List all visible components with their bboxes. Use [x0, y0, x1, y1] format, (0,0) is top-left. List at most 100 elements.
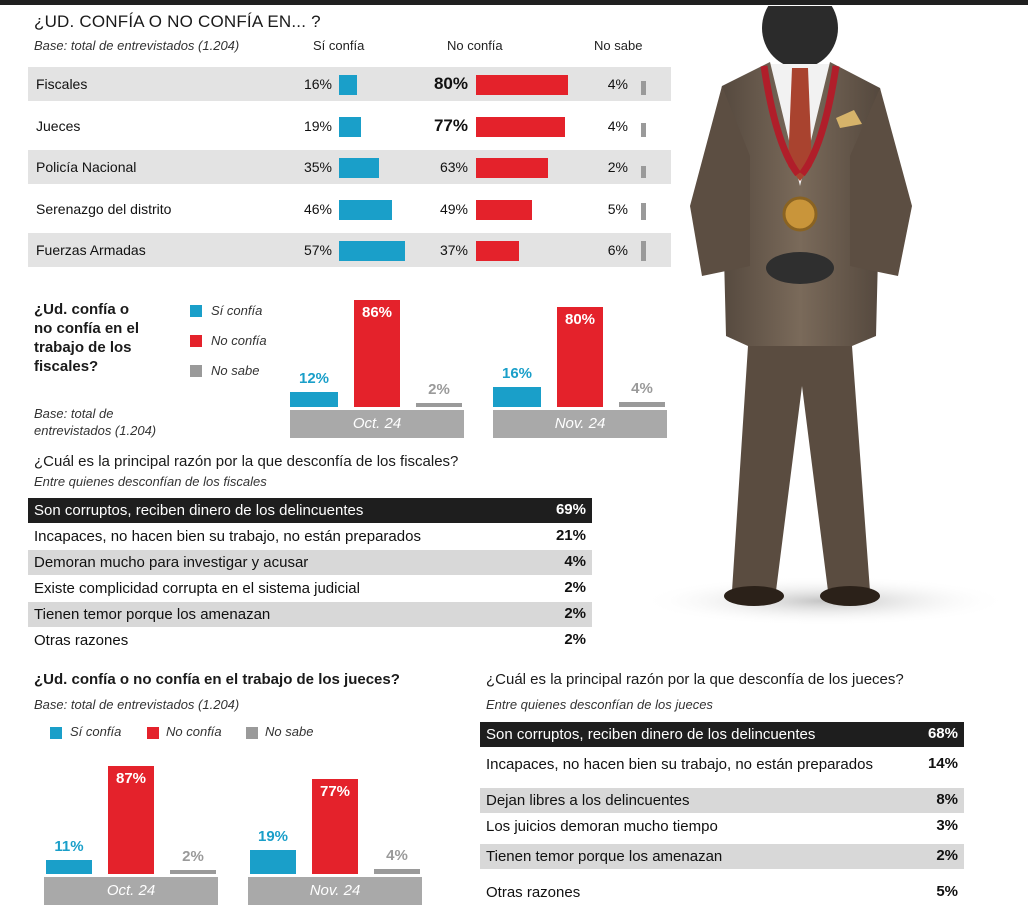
reason-label: Dejan libres a los delincuentes [486, 792, 690, 809]
main-title: ¿UD. CONFÍA O NO CONFÍA EN... ? [34, 12, 321, 31]
razon-fiscales-title: ¿Cuál es la principal razón por la que d… [34, 453, 459, 470]
si-value-label: 12% [298, 370, 330, 387]
confidence-row-label: Policía Nacional [36, 159, 137, 175]
fiscales-base-line: Base: total de [34, 406, 114, 421]
fiscales-base-note: Base: total de entrevistados (1.204) [34, 405, 156, 439]
confidence-row: Jueces 19% 77% 4% [28, 109, 671, 143]
fiscales-question-line: no confía en el [34, 320, 140, 337]
fiscales-base-line: entrevistados (1.204) [34, 423, 157, 438]
reason-row: Existe complicidad corrupta en el sistem… [28, 576, 592, 601]
legend-label-si: Sí confía [211, 303, 263, 318]
reason-label: Existe complicidad corrupta en el sistem… [34, 580, 360, 597]
ns-value-label: 5% [607, 201, 628, 217]
si-value-label: 57% [303, 242, 332, 258]
confidence-row: Fuerzas Armadas 57% 37% 6% [28, 233, 671, 267]
no-bar [476, 75, 568, 95]
col-header-no: No confía [447, 38, 503, 53]
judge-figure-illustration [640, 6, 1020, 626]
reason-row: Dejan libres a los delincuentes 8% [480, 788, 964, 813]
si-bar [339, 200, 392, 220]
si-value-label: 19% [257, 828, 289, 846]
no-value-label: 80% [564, 311, 596, 328]
si-value-label: 35% [303, 159, 332, 175]
fiscales-question: ¿Ud. confía o no confía en el trabajo de… [34, 300, 174, 376]
confidence-row: Fiscales 16% 80% 4% [28, 67, 671, 101]
no-bar [312, 778, 358, 874]
reason-value: 69% [555, 501, 586, 518]
ns-value-label: 2% [182, 848, 204, 865]
col-header-ns: No sabe [594, 38, 643, 53]
ns-bar [641, 123, 646, 137]
legend-label-si: Sí confía [70, 724, 122, 739]
fiscales-question-line: ¿Ud. confía o [34, 301, 129, 318]
reason-value: 8% [936, 791, 958, 808]
reason-value: 2% [564, 631, 586, 648]
si-bar [339, 158, 380, 178]
top-border [0, 0, 1028, 5]
reason-value: 68% [927, 725, 958, 742]
ns-bar [416, 403, 462, 407]
no-value-label: 87% [115, 770, 147, 788]
reason-row: Son corruptos, reciben dinero de los del… [28, 498, 592, 523]
reason-row: Otras razones 5% [480, 880, 964, 905]
reason-row: Demoran mucho para investigar y acusar 4% [28, 550, 592, 575]
ns-bar [641, 81, 646, 95]
confidence-row-label: Jueces [36, 118, 81, 134]
confidence-row: Policía Nacional 35% 63% 2% [28, 150, 671, 184]
ns-bar [641, 241, 646, 261]
legend-label-ns: No sabe [211, 363, 260, 378]
confidence-row-label: Serenazgo del distrito [36, 201, 172, 217]
ns-value-label: 4% [607, 76, 628, 92]
period-label: Oct. 24 [44, 877, 218, 905]
confidence-row-label: Fiscales [36, 76, 88, 92]
reason-value: 4% [564, 553, 586, 570]
jueces-legend: Sí confía No confía No sabe [50, 724, 380, 742]
ns-bar [170, 870, 216, 874]
no-value-label: 37% [439, 242, 468, 258]
no-value-label: 63% [439, 159, 468, 175]
razon-jueces-subtitle: Entre quienes desconfían de los jueces [486, 697, 713, 712]
no-bar [557, 307, 603, 407]
no-value-label: 49% [439, 201, 468, 217]
si-value-label: 19% [303, 118, 332, 134]
no-value-label: 80% [433, 74, 468, 93]
reason-value: 2% [936, 847, 958, 864]
confidence-row: Serenazgo del distrito 46% 49% 5% [28, 192, 671, 226]
si-value-label: 46% [303, 201, 332, 217]
razon-fiscales-subtitle: Entre quienes desconfían de los fiscales [34, 474, 267, 489]
si-value-label: 11% [54, 838, 84, 856]
confidence-row-label: Fuerzas Armadas [36, 242, 146, 258]
reason-row: Tienen temor porque los amenazan 2% [28, 602, 592, 627]
legend-swatch-si [50, 727, 62, 739]
si-bar [290, 392, 338, 407]
no-value-label: 86% [361, 303, 393, 321]
ns-value-label: 2% [607, 159, 628, 175]
jueces-base-note: Base: total de entrevistados (1.204) [34, 697, 240, 712]
col-header-si: Sí confía [313, 38, 365, 53]
si-bar [250, 850, 296, 874]
ns-value-label: 4% [607, 118, 628, 134]
reason-label: Son corruptos, reciben dinero de los del… [34, 502, 364, 519]
reason-row: Son corruptos, reciben dinero de los del… [480, 722, 964, 747]
reason-row: Incapaces, no hacen bien su trabajo, no … [28, 524, 592, 549]
no-bar [476, 117, 565, 137]
reason-value: 21% [555, 527, 586, 544]
no-value-label: 77% [433, 116, 468, 135]
ns-value-label: 6% [607, 242, 628, 258]
no-bar [476, 241, 519, 261]
razon-jueces-title: ¿Cuál es la principal razón por la que d… [486, 671, 904, 688]
si-value-label: 16% [303, 76, 332, 92]
reason-label: Demoran mucho para investigar y acusar [34, 554, 309, 571]
no-bar [476, 200, 533, 220]
reason-label: Tienen temor porque los amenazan [486, 848, 723, 865]
legend-swatch-no [147, 727, 159, 739]
ns-value-label: 4% [386, 847, 408, 865]
si-bar [339, 241, 405, 261]
reason-label: Incapaces, no hacen bien su trabajo, no … [34, 528, 421, 545]
period-label: Oct. 24 [290, 410, 464, 438]
reason-value: 14% [927, 755, 958, 772]
main-base-note: Base: total de entrevistados (1.204) [34, 38, 240, 53]
si-bar [339, 75, 358, 95]
legend-swatch-si [190, 305, 202, 317]
reason-label: Los juicios demoran mucho tiempo [486, 818, 718, 835]
